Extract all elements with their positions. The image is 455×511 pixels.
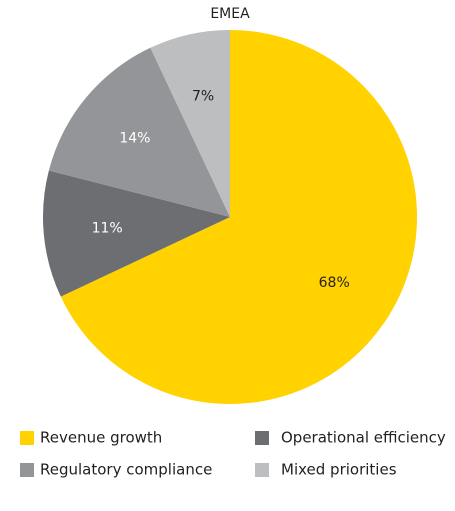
- pie-slice: [43, 170, 231, 297]
- slice-label: 14%: [119, 130, 150, 146]
- pie-slice: [48, 47, 230, 218]
- pie-slice: [150, 30, 230, 217]
- pie-slice: [60, 30, 417, 404]
- slice-label: 11%: [92, 221, 123, 237]
- slice-label: 7%: [192, 89, 214, 105]
- slice-label: 68%: [319, 275, 350, 291]
- legend-label: Operational efficiency: [281, 429, 446, 447]
- chart-title: EMEA: [210, 6, 250, 22]
- legend-swatch: [20, 431, 34, 445]
- legend-swatch: [255, 431, 269, 445]
- legend-swatch: [255, 463, 269, 477]
- legend-label: Revenue growth: [40, 429, 162, 447]
- legend-label: Regulatory compliance: [40, 461, 212, 479]
- legend-swatch: [20, 463, 34, 477]
- legend-label: Mixed priorities: [281, 461, 397, 479]
